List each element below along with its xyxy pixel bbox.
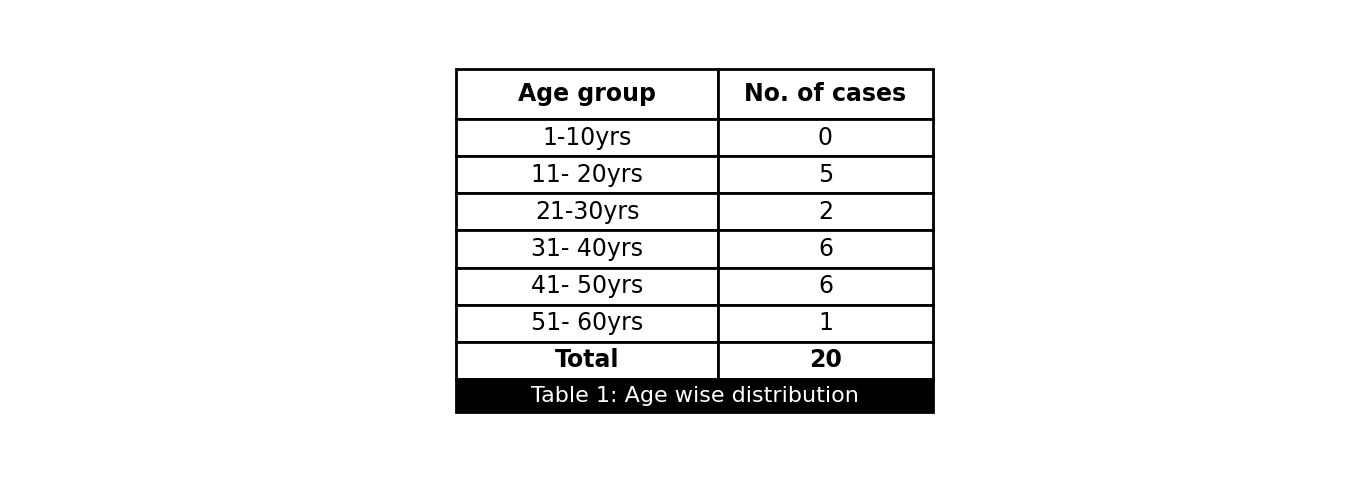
Bar bbox=[456, 156, 718, 193]
Bar bbox=[456, 69, 718, 119]
Bar bbox=[456, 305, 718, 342]
Text: 31- 40yrs: 31- 40yrs bbox=[532, 237, 644, 261]
Bar bbox=[718, 69, 933, 119]
Text: 41- 50yrs: 41- 50yrs bbox=[532, 274, 644, 298]
Bar bbox=[718, 342, 933, 379]
Bar bbox=[718, 305, 933, 342]
Bar bbox=[718, 156, 933, 193]
Text: 1-10yrs: 1-10yrs bbox=[543, 126, 632, 149]
Text: 2: 2 bbox=[818, 200, 833, 224]
Text: 51- 60yrs: 51- 60yrs bbox=[532, 311, 644, 335]
Text: 0: 0 bbox=[818, 126, 833, 149]
Bar bbox=[456, 193, 718, 230]
Bar bbox=[718, 230, 933, 268]
Text: 6: 6 bbox=[818, 274, 833, 298]
Text: No. of cases: No. of cases bbox=[744, 82, 906, 106]
Text: Table 1: Age wise distribution: Table 1: Age wise distribution bbox=[531, 386, 859, 405]
Bar bbox=[456, 230, 718, 268]
Text: 6: 6 bbox=[818, 237, 833, 261]
Bar bbox=[718, 119, 933, 156]
Text: 11- 20yrs: 11- 20yrs bbox=[532, 163, 644, 187]
Text: 5: 5 bbox=[818, 163, 833, 187]
Bar bbox=[456, 379, 933, 412]
Text: 20: 20 bbox=[809, 348, 842, 372]
Text: 1: 1 bbox=[818, 311, 833, 335]
Text: Total: Total bbox=[555, 348, 620, 372]
Bar bbox=[456, 342, 718, 379]
Text: 21-30yrs: 21-30yrs bbox=[535, 200, 640, 224]
Bar bbox=[456, 268, 718, 305]
Bar bbox=[718, 193, 933, 230]
Bar bbox=[718, 268, 933, 305]
Bar bbox=[456, 119, 718, 156]
Text: Age group: Age group bbox=[518, 82, 656, 106]
